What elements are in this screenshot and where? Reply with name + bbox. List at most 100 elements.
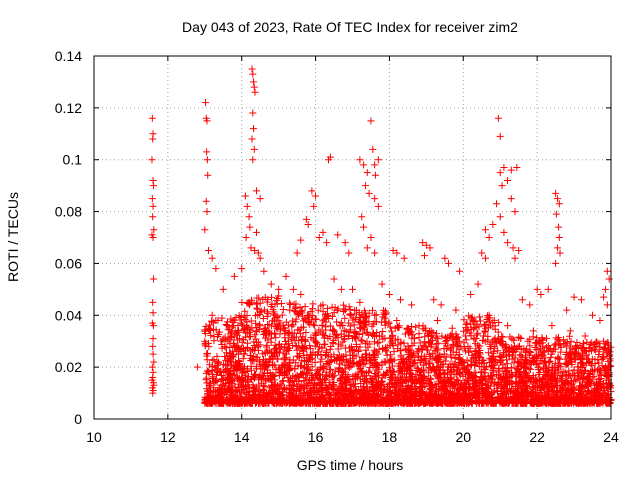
- data-point: [308, 187, 316, 195]
- data-point: [464, 325, 472, 333]
- data-point: [387, 367, 395, 375]
- data-point: [262, 343, 270, 351]
- data-point: [502, 352, 510, 360]
- data-point: [541, 354, 549, 362]
- data-point: [358, 353, 366, 361]
- data-point: [251, 88, 259, 96]
- data-point: [368, 322, 376, 330]
- data-point: [232, 387, 240, 395]
- data-point: [303, 388, 311, 396]
- data-point: [357, 336, 365, 344]
- data-point: [433, 335, 441, 343]
- data-point: [256, 254, 264, 262]
- data-point: [420, 376, 428, 384]
- data-point: [359, 382, 367, 390]
- y-tick-label: 0: [74, 411, 82, 427]
- data-point: [600, 293, 608, 301]
- data-point: [363, 338, 371, 346]
- data-point: [474, 329, 482, 337]
- data-point: [226, 344, 234, 352]
- data-point: [357, 390, 365, 398]
- data-point: [243, 202, 251, 210]
- data-point: [497, 383, 505, 391]
- data-point: [340, 326, 348, 334]
- data-point: [367, 234, 375, 241]
- data-point: [600, 337, 608, 345]
- data-point: [587, 392, 595, 400]
- data-point: [319, 301, 327, 309]
- data-point: [579, 339, 587, 347]
- data-point: [204, 246, 212, 254]
- data-point: [562, 340, 570, 348]
- data-point: [227, 315, 235, 323]
- data-point: [150, 358, 158, 366]
- data-point: [570, 366, 578, 374]
- data-point: [275, 285, 283, 293]
- data-point: [276, 330, 284, 338]
- data-point: [582, 391, 590, 399]
- data-point: [521, 353, 529, 361]
- data-point: [463, 319, 471, 327]
- data-point: [243, 329, 251, 337]
- data-point: [332, 397, 340, 405]
- data-point: [204, 399, 212, 407]
- data-point: [202, 376, 210, 384]
- data-point: [322, 388, 330, 396]
- data-point: [255, 356, 263, 364]
- data-point: [372, 311, 380, 319]
- data-point: [477, 399, 485, 407]
- data-point: [411, 385, 419, 393]
- data-point: [460, 327, 468, 335]
- data-point: [528, 389, 536, 397]
- data-point: [410, 349, 418, 357]
- data-point: [566, 327, 574, 335]
- data-point: [338, 353, 346, 361]
- data-point: [513, 394, 521, 402]
- data-point: [371, 195, 379, 203]
- data-point: [374, 368, 382, 376]
- data-point: [537, 347, 545, 355]
- data-point: [468, 371, 476, 379]
- data-point: [345, 364, 353, 372]
- data-point: [595, 348, 603, 356]
- data-point: [599, 354, 607, 362]
- data-point: [489, 350, 497, 358]
- data-point: [358, 387, 366, 395]
- data-point: [247, 317, 255, 325]
- data-point: [203, 148, 211, 156]
- data-point: [566, 332, 574, 340]
- data-point: [482, 399, 490, 407]
- data-point: [235, 360, 243, 368]
- data-point: [361, 340, 369, 348]
- data-point: [310, 202, 318, 210]
- data-point: [448, 399, 456, 407]
- data-point: [241, 307, 249, 315]
- data-point: [254, 338, 262, 346]
- data-point: [330, 275, 338, 283]
- data-point: [592, 394, 600, 402]
- data-point: [552, 210, 560, 218]
- data-point: [418, 366, 426, 374]
- data-point: [487, 322, 495, 330]
- data-point: [257, 307, 265, 315]
- data-point: [149, 213, 157, 221]
- data-point: [456, 267, 464, 275]
- data-point: [255, 326, 263, 334]
- data-point: [268, 382, 276, 390]
- data-point: [373, 339, 381, 347]
- data-point: [149, 182, 157, 190]
- data-point: [551, 363, 559, 371]
- data-point: [228, 323, 236, 331]
- data-point: [576, 390, 584, 398]
- data-point: [294, 352, 302, 360]
- data-point: [150, 226, 158, 234]
- data-point: [496, 352, 504, 360]
- data-point: [331, 304, 339, 312]
- data-point: [233, 375, 241, 383]
- data-point: [307, 384, 315, 392]
- data-point: [494, 114, 502, 122]
- data-point: [346, 326, 354, 334]
- data-point: [456, 389, 464, 397]
- data-point: [248, 357, 256, 365]
- data-point: [244, 324, 252, 332]
